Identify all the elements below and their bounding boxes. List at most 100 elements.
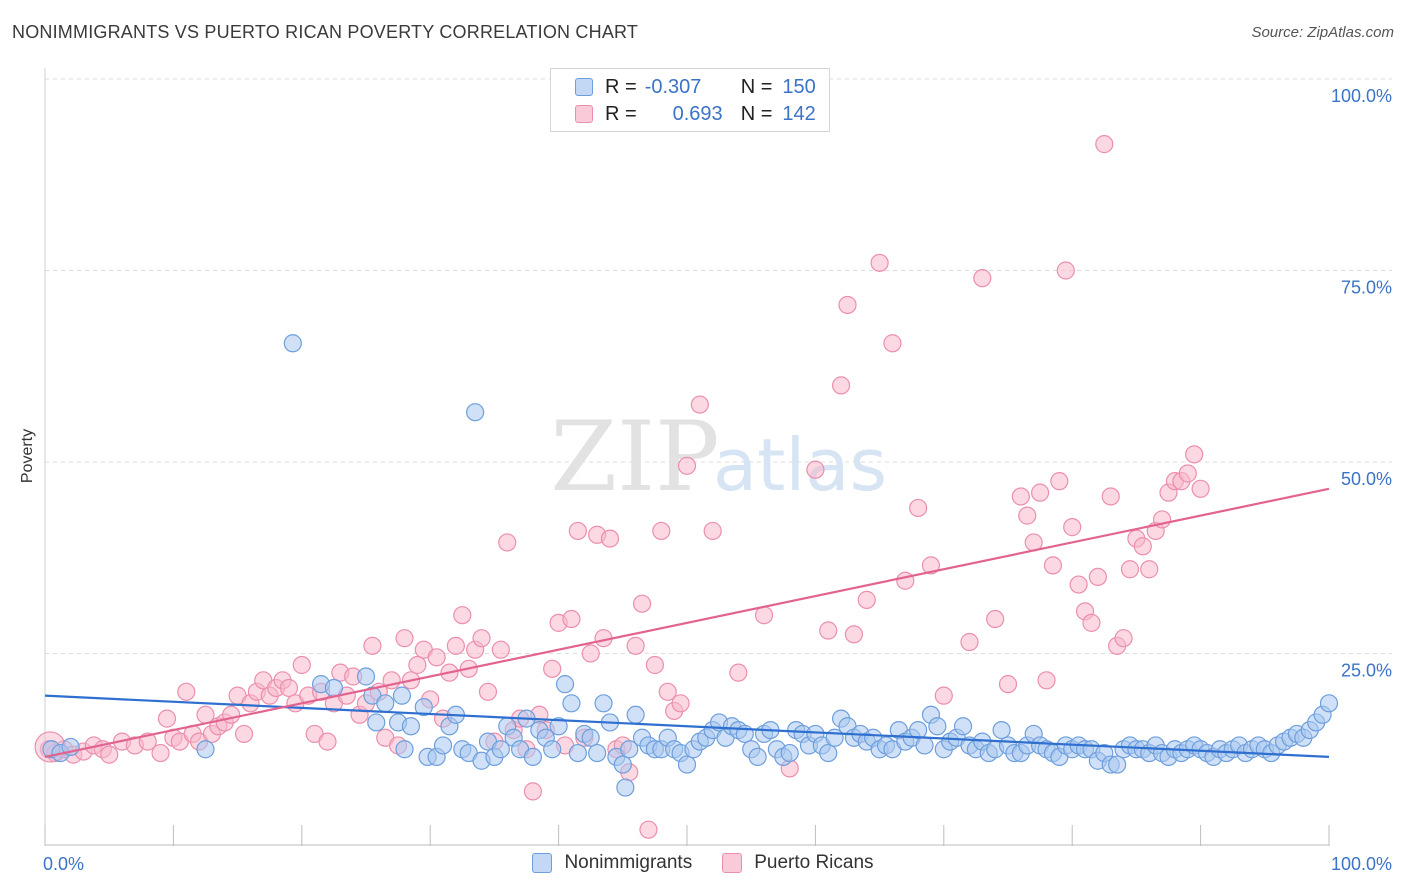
point-puerto-ricans — [690, 395, 709, 414]
point-puerto-ricans — [754, 606, 774, 625]
point-nonimmigrants — [594, 694, 613, 713]
point-puerto-ricans — [157, 709, 177, 728]
point-puerto-ricans — [986, 609, 1005, 629]
point-nonimmigrants — [555, 675, 575, 694]
legend-swatch-pink — [575, 105, 593, 123]
point-nonimmigrants — [523, 747, 543, 767]
point-puerto-ricans — [671, 694, 690, 713]
legend-label-puerto-ricans: Puerto Ricans — [754, 852, 874, 873]
point-puerto-ricans — [177, 682, 196, 701]
point-nonimmigrants — [376, 694, 395, 713]
legend-item-nonimmigrants[interactable]: Nonimmigrants — [532, 852, 692, 874]
point-nonimmigrants — [392, 686, 412, 705]
point-puerto-ricans — [819, 621, 838, 640]
point-puerto-ricans — [934, 686, 953, 705]
point-puerto-ricans — [568, 521, 587, 541]
point-puerto-ricans — [838, 295, 857, 315]
point-puerto-ricans — [523, 782, 543, 801]
point-puerto-ricans — [562, 609, 581, 629]
legend-r-label: R = — [605, 75, 637, 98]
point-nonimmigrants — [677, 755, 697, 774]
point-puerto-ricans — [632, 594, 652, 613]
axes — [44, 68, 1330, 846]
point-puerto-ricans — [408, 655, 427, 675]
point-nonimmigrants — [395, 740, 414, 759]
point-puerto-ricans — [1037, 671, 1056, 690]
point-puerto-ricans — [1185, 445, 1204, 464]
point-nonimmigrants — [620, 740, 639, 759]
point-nonimmigrants — [543, 740, 562, 759]
series-nonimmigrants-points — [42, 334, 1339, 797]
trend-line-puerto-ricans — [44, 487, 1330, 758]
y-tick-label: 75.0% — [1341, 278, 1392, 298]
correlation-legend: R = -0.307 N = 150 R = 0.693 N = 142 — [550, 68, 830, 132]
point-puerto-ricans — [831, 376, 851, 395]
point-puerto-ricans — [857, 590, 876, 609]
point-nonimmigrants — [1108, 755, 1127, 774]
point-puerto-ricans — [973, 269, 992, 288]
point-puerto-ricans — [703, 521, 722, 541]
point-puerto-ricans — [1114, 629, 1133, 648]
point-puerto-ricans — [1082, 613, 1101, 632]
point-puerto-ricans — [921, 556, 941, 575]
point-nonimmigrants — [780, 743, 799, 763]
point-nonimmigrants — [367, 713, 386, 732]
point-puerto-ricans — [1178, 464, 1197, 483]
series-legend: Nonimmigrants Puerto Ricans — [0, 852, 1406, 874]
point-puerto-ricans — [453, 606, 472, 625]
point-puerto-ricans — [581, 644, 600, 663]
point-nonimmigrants — [568, 743, 587, 763]
point-puerto-ricans — [395, 629, 414, 648]
point-puerto-ricans — [960, 632, 979, 652]
legend-r-label: R = — [605, 102, 637, 125]
legend-swatch-blue — [532, 853, 553, 873]
point-puerto-ricans — [677, 456, 697, 475]
point-puerto-ricans — [363, 636, 382, 655]
point-nonimmigrants — [588, 743, 607, 763]
point-nonimmigrants — [466, 403, 485, 422]
point-nonimmigrants — [356, 667, 376, 686]
point-puerto-ricans — [472, 629, 491, 648]
point-puerto-ricans — [1101, 487, 1120, 506]
point-puerto-ricans — [626, 636, 645, 655]
point-puerto-ricans — [844, 625, 864, 644]
point-puerto-ricans — [543, 659, 562, 678]
legend-row-nonimmigrants: R = -0.307 N = 150 — [575, 75, 816, 99]
legend-item-puerto-ricans[interactable]: Puerto Ricans — [722, 852, 874, 874]
point-puerto-ricans — [1043, 556, 1063, 575]
legend-row-puerto-ricans: R = 0.693 N = 142 — [575, 102, 816, 126]
point-puerto-ricans — [1088, 567, 1107, 587]
point-puerto-ricans — [870, 253, 889, 272]
point-puerto-ricans — [1011, 487, 1030, 506]
point-puerto-ricans — [498, 533, 517, 552]
point-puerto-ricans — [1030, 483, 1050, 502]
point-puerto-ricans — [1140, 560, 1159, 579]
point-puerto-ricans — [151, 743, 170, 763]
point-puerto-ricans — [1050, 472, 1069, 491]
point-nonimmigrants — [562, 694, 581, 713]
point-nonimmigrants — [626, 705, 645, 724]
legend-r-value: 0.693 — [672, 102, 723, 125]
grid-lines — [45, 78, 1392, 654]
point-puerto-ricans — [896, 571, 915, 590]
point-nonimmigrants — [196, 740, 215, 759]
point-puerto-ricans — [806, 460, 825, 479]
point-nonimmigrants — [915, 736, 934, 755]
point-puerto-ricans — [478, 682, 498, 701]
point-nonimmigrants — [401, 717, 421, 736]
point-puerto-ricans — [729, 663, 748, 682]
point-puerto-ricans — [883, 334, 902, 353]
point-nonimmigrants — [613, 755, 632, 774]
chart-title: NONIMMIGRANTS VS PUERTO RICAN POVERTY CO… — [12, 22, 639, 42]
point-nonimmigrants — [819, 743, 838, 763]
point-nonimmigrants — [324, 678, 343, 698]
point-nonimmigrants — [581, 728, 600, 747]
point-nonimmigrants — [433, 736, 453, 755]
point-puerto-ricans — [1069, 575, 1088, 594]
x-tick-label-min: 0.0% — [43, 854, 84, 874]
y-tick-label: 100.0% — [1331, 86, 1392, 106]
point-puerto-ricans — [1191, 479, 1210, 498]
point-puerto-ricans — [1056, 261, 1075, 280]
point-nonimmigrants — [616, 778, 635, 797]
